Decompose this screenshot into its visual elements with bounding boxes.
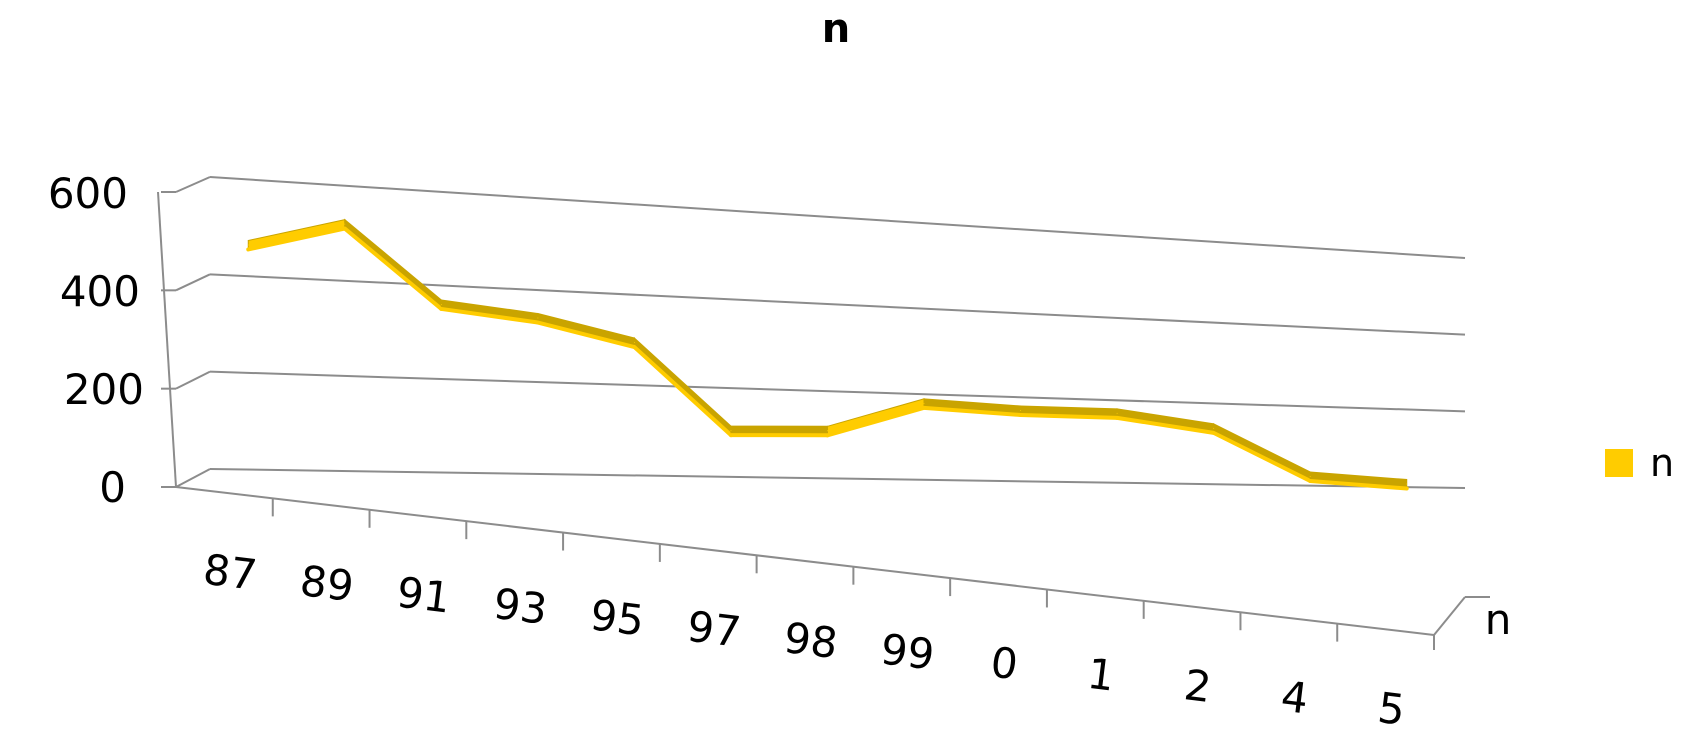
- series-ribbon: [246, 218, 1409, 491]
- gridline: [209, 273, 1466, 336]
- axes: [157, 191, 1490, 650]
- gridline: [209, 468, 1466, 489]
- x-tick-label: 91: [394, 567, 453, 622]
- gridline: [209, 370, 1466, 413]
- chart-title: n: [822, 6, 850, 52]
- series-edge: [246, 226, 347, 252]
- series-edge: [1018, 412, 1120, 420]
- x-tick-label: 4: [1278, 672, 1311, 724]
- y-tick-label: 200: [64, 365, 144, 414]
- y-tick-label: 0: [99, 463, 126, 512]
- legend: n: [1605, 441, 1674, 485]
- data-point: [1020, 409, 1022, 411]
- x-tick-label: 5: [1375, 683, 1408, 734]
- y-axis-tick-labels: 600 400 200 0: [48, 169, 144, 512]
- x-tick-label: 95: [588, 590, 647, 645]
- series-edge: [439, 306, 540, 325]
- x-tick-label: 1: [1085, 649, 1118, 701]
- series-edge: [1308, 478, 1409, 491]
- x-tick-label: 0: [988, 637, 1021, 689]
- data-point: [1309, 475, 1311, 477]
- series-edge: [342, 226, 444, 311]
- y-tick-label: 600: [48, 169, 128, 218]
- gridline-side: [175, 176, 211, 193]
- data-point: [537, 317, 539, 319]
- x-axis-line: [175, 486, 1435, 636]
- legend-label: n: [1650, 441, 1674, 485]
- y-tick-label: 400: [60, 267, 140, 316]
- series-edge: [535, 320, 637, 350]
- series-edge: [922, 405, 1023, 417]
- data-point: [730, 430, 732, 432]
- x-tick-label: 97: [684, 602, 743, 657]
- legend-swatch: [1605, 449, 1633, 477]
- gridline-side: [175, 370, 211, 390]
- gridlines: [175, 176, 1466, 489]
- gridline-side: [175, 273, 211, 292]
- x-axis-tick-labels: 87 89 91 93 95 97 98 99 0 1 2 4 5: [201, 545, 1408, 734]
- x-tick-label: 89: [297, 556, 356, 611]
- data-point: [1116, 412, 1118, 414]
- x-tick-label: 87: [201, 545, 260, 600]
- gridline: [209, 176, 1466, 259]
- series-edge: [632, 345, 733, 438]
- data-point: [923, 402, 925, 404]
- data-point: [247, 244, 249, 246]
- x-tick-label: 99: [878, 624, 937, 679]
- x-tick-label: 2: [1182, 660, 1215, 712]
- x-tick-label: 93: [491, 579, 550, 634]
- series-edge: [825, 405, 927, 438]
- data-point: [1213, 427, 1215, 429]
- series-edge: [1115, 415, 1216, 435]
- data-point: [633, 342, 635, 344]
- depth-axis-line: [1433, 596, 1466, 636]
- gridline-side: [175, 468, 211, 488]
- depth-axis-label: n: [1485, 595, 1512, 644]
- data-point: [1406, 483, 1408, 485]
- data-point: [827, 430, 828, 432]
- data-point: [440, 303, 442, 305]
- x-tick-label: 98: [781, 613, 840, 668]
- y-axis-line: [157, 191, 177, 488]
- series-edge: [1211, 430, 1313, 483]
- data-point: [344, 223, 346, 225]
